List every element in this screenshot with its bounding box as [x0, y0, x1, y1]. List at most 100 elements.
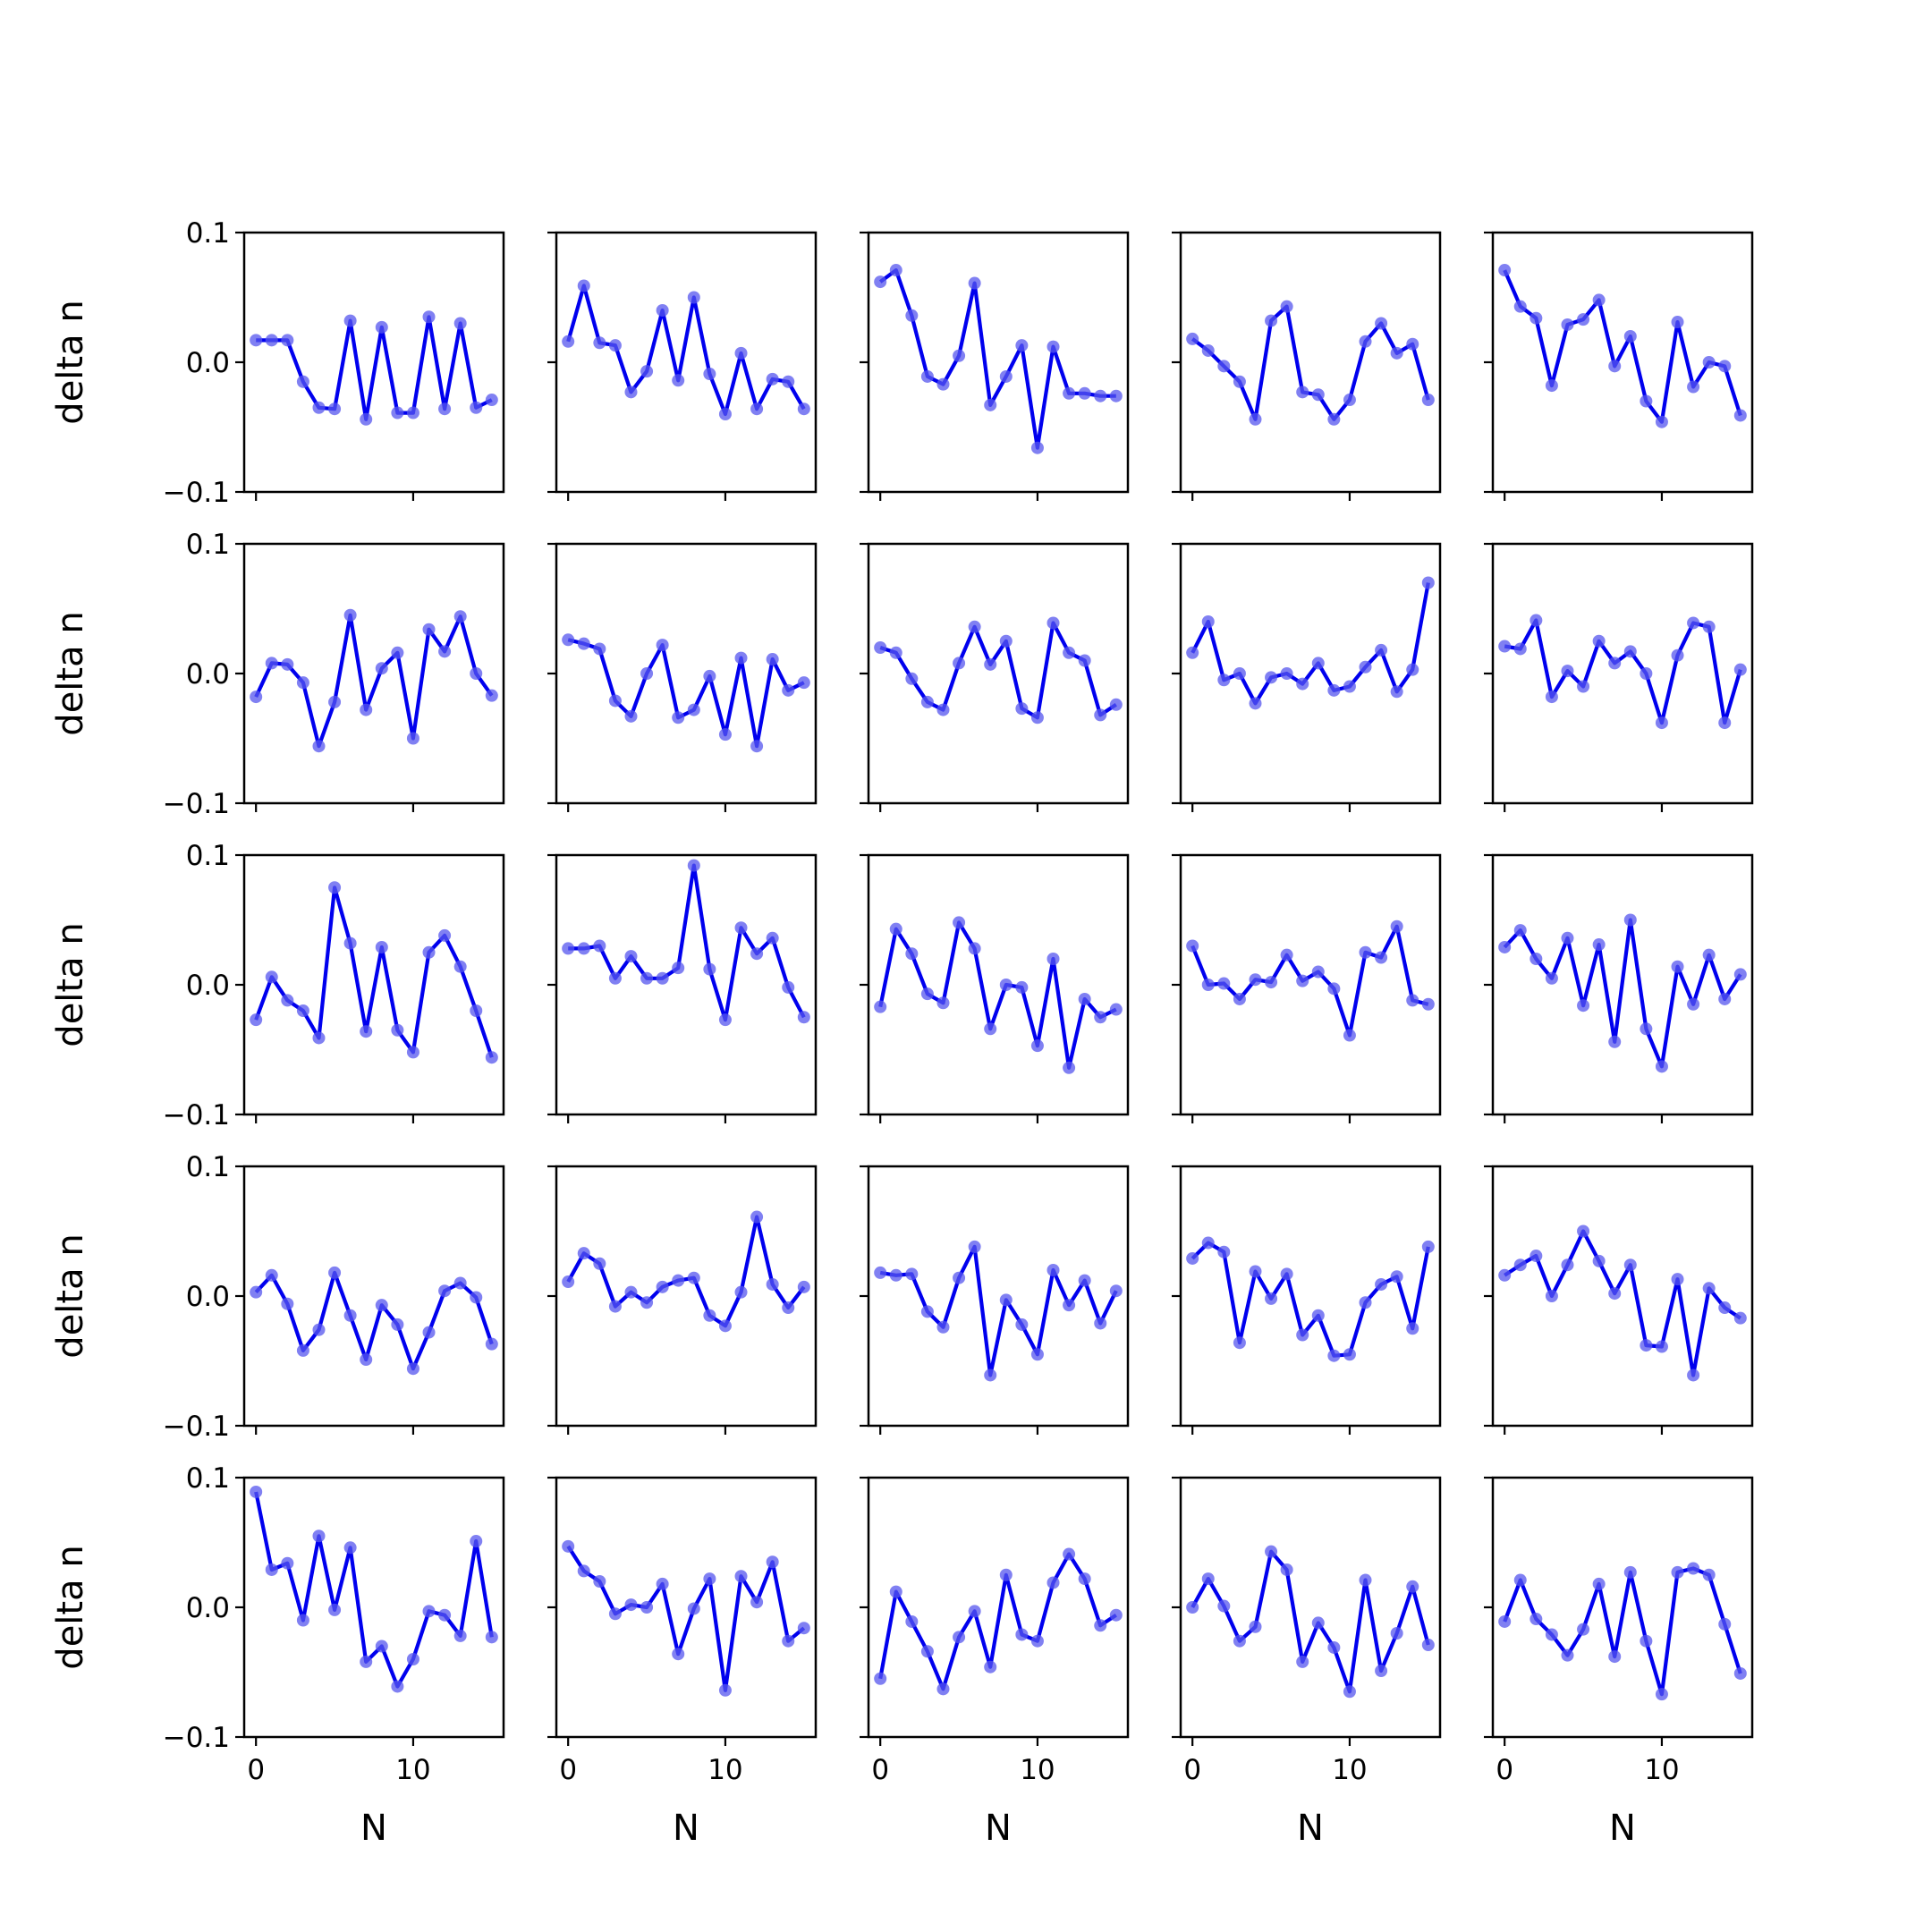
- data-point: [1702, 1282, 1716, 1295]
- data-point: [1015, 1318, 1029, 1331]
- data-point: [1375, 1665, 1388, 1678]
- data-point: [1030, 1348, 1044, 1361]
- data-point: [593, 939, 606, 953]
- series-line: [568, 863, 806, 1022]
- data-point: [905, 309, 919, 322]
- panel-4-4: [1172, 1165, 1442, 1435]
- y-axis-label: delta n: [50, 1233, 91, 1358]
- data-point: [1623, 1565, 1637, 1579]
- data-point: [1030, 1634, 1044, 1648]
- panel-1-3: [860, 231, 1130, 501]
- data-point: [672, 1648, 685, 1661]
- data-point: [1343, 394, 1356, 407]
- data-point: [953, 657, 966, 670]
- data-point: [343, 936, 357, 950]
- data-point: [1623, 1258, 1637, 1272]
- y-tick-label: 0.1: [186, 1151, 230, 1183]
- data-point: [1201, 343, 1215, 357]
- data-point: [656, 639, 669, 652]
- data-point: [1390, 1627, 1403, 1640]
- data-point: [1592, 634, 1606, 648]
- data-point: [1406, 337, 1419, 351]
- data-point: [1513, 1258, 1527, 1272]
- panel-5-3: 0 10N: [860, 1476, 1130, 1849]
- series-line: [1504, 618, 1742, 725]
- panel-1-5: [1484, 231, 1754, 501]
- data-point: [1513, 642, 1527, 656]
- data-point: [624, 386, 638, 399]
- data-point: [1390, 346, 1403, 360]
- data-point: [797, 402, 810, 416]
- data-point: [718, 1319, 732, 1333]
- data-point: [782, 375, 795, 388]
- data-point: [1702, 948, 1716, 962]
- data-point: [281, 1297, 294, 1310]
- data-point: [1217, 1599, 1231, 1613]
- data-point: [312, 1323, 326, 1336]
- data-point: [422, 623, 436, 636]
- data-point: [672, 374, 685, 387]
- data-point: [1046, 340, 1060, 353]
- data-point: [406, 1046, 419, 1059]
- data-point: [453, 1629, 467, 1642]
- data-point: [1359, 1573, 1372, 1587]
- data-point: [1561, 1258, 1574, 1272]
- data-point: [687, 859, 700, 872]
- data-point: [391, 646, 404, 659]
- data-point: [360, 703, 373, 716]
- data-point: [375, 940, 388, 953]
- data-point: [1498, 940, 1512, 953]
- data-point: [953, 1631, 966, 1644]
- data-point: [608, 339, 622, 352]
- data-point: [750, 947, 764, 961]
- data-point: [1249, 412, 1262, 426]
- series-line: [254, 1491, 494, 1689]
- data-point: [624, 950, 638, 963]
- data-point: [999, 1293, 1013, 1307]
- x-axis-label: N: [985, 1808, 1012, 1849]
- axes-frame: [242, 1476, 505, 1739]
- data-point: [470, 401, 483, 414]
- data-point: [718, 1013, 732, 1027]
- data-point: [453, 317, 467, 330]
- data-point: [920, 1305, 934, 1318]
- data-point: [296, 1004, 309, 1017]
- data-point: [422, 1605, 436, 1618]
- data-point: [1280, 667, 1293, 680]
- data-point: [1608, 1035, 1622, 1048]
- data-point: [1687, 616, 1700, 630]
- data-point: [874, 641, 887, 654]
- y-axis-label: delta n: [50, 922, 91, 1046]
- data-point: [265, 970, 278, 984]
- data-point: [968, 1240, 981, 1253]
- data-point: [1498, 264, 1512, 277]
- data-point: [889, 264, 902, 277]
- data-point: [296, 676, 309, 690]
- y-tick-label: 0.0: [186, 658, 230, 691]
- y-tick-label: 0.1: [186, 840, 230, 872]
- data-point: [984, 1368, 997, 1382]
- data-point: [1186, 646, 1199, 659]
- data-point: [1094, 389, 1107, 402]
- panel-5-4: 0 10N: [1172, 1476, 1442, 1849]
- series-line: [1191, 1241, 1430, 1358]
- data-point: [1343, 1348, 1356, 1361]
- data-point: [1186, 332, 1199, 345]
- data-point: [250, 1485, 263, 1498]
- data-point: [1201, 979, 1215, 991]
- panel-4-1: −0.1 0.0 0.1 delta n: [50, 1151, 505, 1443]
- x-tick-label: 10: [1332, 1754, 1367, 1786]
- data-point: [281, 1556, 294, 1570]
- data-point: [593, 1257, 606, 1270]
- y-tick-label: 0.1: [186, 217, 230, 250]
- data-point: [984, 657, 997, 671]
- data-point: [312, 1031, 326, 1045]
- data-point: [312, 740, 326, 753]
- data-point: [640, 1601, 654, 1614]
- data-point: [1078, 1572, 1091, 1586]
- data-point: [1233, 375, 1246, 388]
- x-axis-label: N: [1297, 1808, 1324, 1849]
- data-point: [1311, 965, 1325, 979]
- data-point: [1577, 313, 1590, 326]
- data-point: [656, 1280, 669, 1293]
